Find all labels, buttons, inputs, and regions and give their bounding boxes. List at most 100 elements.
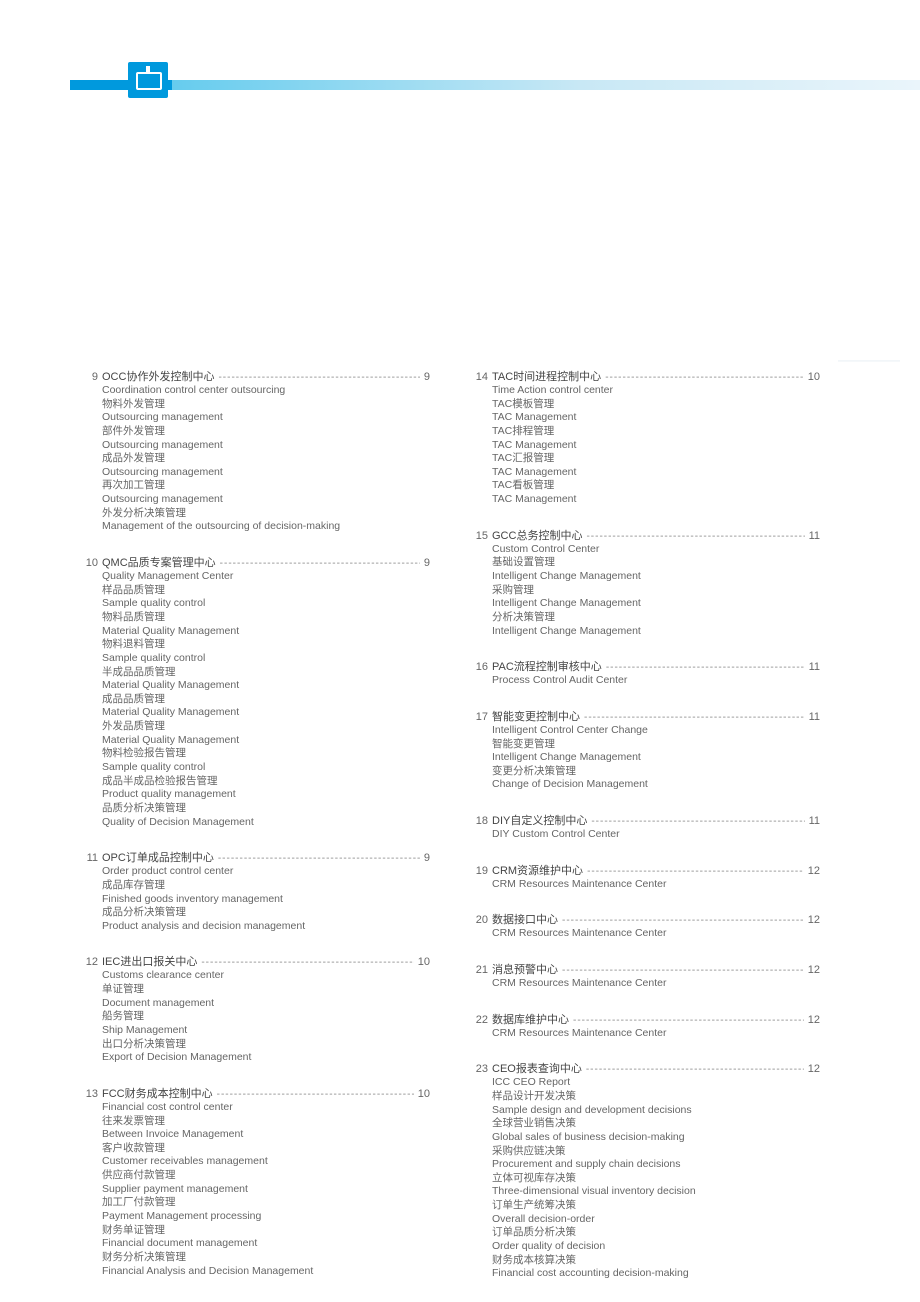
section-sub-item: 外发品质管理 [102,720,430,734]
section-sub-item: 基础设置管理 [492,556,820,570]
section-header: 18DIY自定义控制中心 ---------------------------… [470,812,820,828]
toc-section: 11OPC订单成品控制中心 --------------------------… [80,849,430,933]
section-sub-item: 物料品质管理 [102,611,430,625]
section-sub-list: Custom Control Center基础设置管理Intelligent C… [492,543,820,638]
section-sub-item: 加工厂付款管理 [102,1196,430,1210]
toc-section: 14TAC时间进程控制中心 --------------------------… [470,368,820,507]
toc-section: 16PAC流程控制审核中心 --------------------------… [470,658,820,688]
section-sub-item: TAC看板管理 [492,479,820,493]
section-sub-item: Intelligent Change Management [492,570,820,584]
section-sub-item: 成品半成品检验报告管理 [102,775,430,789]
section-sub-item: Material Quality Management [102,706,430,720]
section-sub-item: 采购供应链决策 [492,1145,820,1159]
section-sub-item: TAC Management [492,411,820,425]
section-header: 13FCC财务成本控制中心 --------------------------… [80,1085,430,1101]
toc-section: 23CEO报表查询中心 ----------------------------… [470,1060,820,1281]
section-leader-dashes: ----------------------------------------… [562,915,804,926]
section-page-number: 9 [424,371,430,383]
section-page-number: 11 [809,815,820,827]
section-sub-item: 分析决策管理 [492,611,820,625]
section-sub-item: CRM Resources Maintenance Center [492,977,820,991]
section-title: OCC协作外发控制中心 [102,368,214,384]
section-sub-item: 智能变更管理 [492,738,820,752]
section-page-number: 10 [418,956,430,968]
section-title: PAC流程控制审核中心 [492,658,602,674]
section-sub-item: Overall decision-order [492,1213,820,1227]
section-sub-item: Quality of Decision Management [102,816,430,830]
toc-section: 21消息预警中心 -------------------------------… [470,961,820,991]
section-number: 9 [80,371,98,383]
section-page-number: 12 [808,914,820,926]
section-sub-list: Quality Management Center样品品质管理Sample qu… [102,570,430,829]
section-sub-item: 半成品品质管理 [102,666,430,680]
section-sub-item: Financial document management [102,1237,430,1251]
section-page-number: 12 [808,865,820,877]
toc-content: 9 OCC协作外发控制中心 ---------------------------… [80,368,820,1301]
section-sub-item: 变更分析决策管理 [492,765,820,779]
section-sub-item: 成品品质管理 [102,693,430,707]
section-sub-list: Process Control Audit Center [492,674,820,688]
section-leader-dashes: ----------------------------------------… [562,965,804,976]
section-number: 19 [470,865,488,877]
toc-section: 18DIY自定义控制中心 ---------------------------… [470,812,820,842]
section-leader-dashes: ----------------------------------------… [586,1064,804,1075]
section-number: 14 [470,371,488,383]
header-gradient-bar [70,80,920,90]
section-sub-list: CRM Resources Maintenance Center [492,927,820,941]
toc-section: 19 CRM资源维护中心 ----------------------------… [470,862,820,892]
section-sub-item: 物料退料管理 [102,638,430,652]
section-sub-item: Management of the outsourcing of decisio… [102,520,430,534]
section-sub-item: Sample quality control [102,761,430,775]
section-title: OPC订单成品控制中心 [102,849,214,865]
section-leader-dashes: ----------------------------------------… [587,866,804,877]
section-header: 20数据接口中心 -------------------------------… [470,911,820,927]
section-sub-item: 供应商付款管理 [102,1169,430,1183]
section-leader-dashes: ----------------------------------------… [218,372,419,383]
section-sub-list: Intelligent Control Center Change智能变更管理I… [492,724,820,792]
section-sub-item: Supplier payment management [102,1183,430,1197]
toc-section: 17智能变更控制中心 -----------------------------… [470,708,820,792]
toc-section: 20数据接口中心 -------------------------------… [470,911,820,941]
section-sub-item: TAC Management [492,493,820,507]
section-title: CRM资源维护中心 [492,862,583,878]
section-leader-dashes: ----------------------------------------… [573,1015,804,1026]
section-page-number: 11 [809,530,820,542]
watermark-text: INNOVISION APPAREL [830,360,920,1260]
section-sub-item: ICC CEO Report [492,1076,820,1090]
section-sub-item: Financial cost accounting decision-makin… [492,1267,820,1281]
toc-section: 15GCC总务控制中心 ----------------------------… [470,527,820,638]
section-sub-item: Financial cost control center [102,1101,430,1115]
section-number: 16 [470,661,488,673]
section-sub-list: Time Action control centerTAC模板管理TAC Man… [492,384,820,507]
section-sub-item: 物料外发管理 [102,398,430,412]
section-header: 12IEC进出口报关中心 ---------------------------… [80,953,430,969]
section-number: 23 [470,1063,488,1075]
section-sub-list: CRM Resources Maintenance Center [492,878,820,892]
section-sub-item: 财务单证管理 [102,1224,430,1238]
section-header: 9 OCC协作外发控制中心 ---------------------------… [80,368,430,384]
section-sub-item: Intelligent Change Management [492,625,820,639]
section-sub-item: Sample quality control [102,597,430,611]
section-sub-list: Customs clearance center单证管理Document man… [102,969,430,1064]
section-sub-item: 订单品质分析决策 [492,1226,820,1240]
section-leader-dashes: ----------------------------------------… [220,558,420,569]
section-sub-item: Finished goods inventory management [102,893,430,907]
svg-text:INNOVISION APPAREL: INNOVISION APPAREL [830,360,920,370]
section-sub-item: Export of Decision Management [102,1051,430,1065]
section-header: 22数据库维护中心 ------------------------------… [470,1011,820,1027]
toc-section: 22数据库维护中心 ------------------------------… [470,1011,820,1041]
section-page-number: 12 [808,964,820,976]
toc-section: 12IEC进出口报关中心 ---------------------------… [80,953,430,1064]
section-header: 10QMC品质专案管理中心 --------------------------… [80,554,430,570]
section-sub-item: 样品品质管理 [102,584,430,598]
section-sub-item: 财务分析决策管理 [102,1251,430,1265]
section-header: 14TAC时间进程控制中心 --------------------------… [470,368,820,384]
section-title: DIY自定义控制中心 [492,812,587,828]
section-number: 18 [470,815,488,827]
section-header: 17智能变更控制中心 -----------------------------… [470,708,820,724]
section-sub-item: Intelligent Change Management [492,597,820,611]
section-sub-list: ICC CEO Report样品设计开发决策Sample design and … [492,1076,820,1281]
section-sub-item: TAC排程管理 [492,425,820,439]
section-sub-item: Material Quality Management [102,625,430,639]
section-sub-item: Outsourcing management [102,411,430,425]
